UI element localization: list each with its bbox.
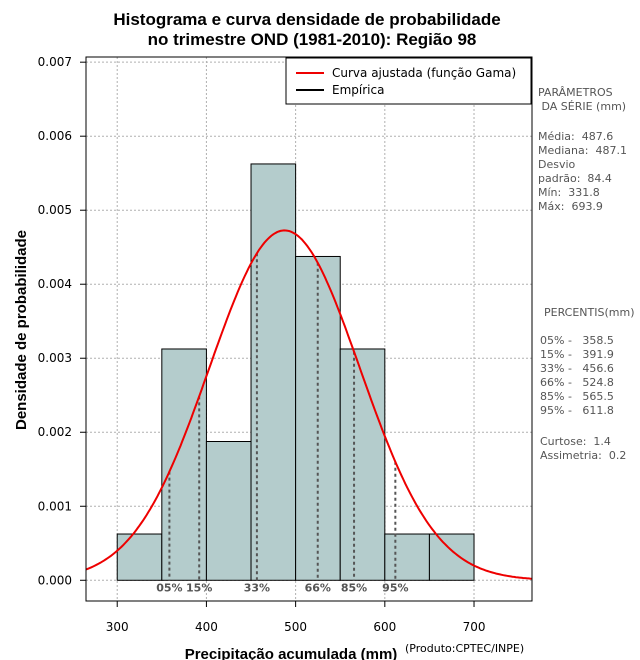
y-axis: 0.000 0.001 0.002 0.003 0.004 0.005 0.006 0.007 [38, 55, 86, 587]
legend-label-curve: Curva ajustada (função Gama) [332, 66, 516, 80]
histogram-bar [339, 348, 386, 581]
percentile-lines: 05% 15% 33% 66% 85% 95% [156, 253, 409, 594]
histogram-bar [205, 441, 252, 581]
percentiles-heading: PERCENTIS(mm) [544, 306, 635, 319]
x-tick-label: 500 [284, 620, 307, 634]
percentile-label: 33% [244, 581, 270, 594]
y-axis-title: Densidade de probabilidade [13, 230, 30, 430]
y-tick-label: 0.003 [38, 351, 72, 365]
histogram-bar [384, 533, 430, 581]
y-tick-label: 0.002 [38, 425, 72, 439]
x-axis-title: Precipitação acumulada (mm) [185, 646, 398, 660]
y-tick-label: 0.004 [38, 277, 72, 291]
percentile-label: 05% [156, 581, 182, 594]
credit-text: (Produto:CPTEC/INPE) [405, 642, 524, 655]
percentile-label: 66% [305, 581, 331, 594]
x-tick-label: 600 [373, 620, 396, 634]
histogram-bar [295, 255, 341, 581]
y-tick-label: 0.005 [38, 203, 72, 217]
density-curve [85, 229, 533, 580]
params-heading: PARÂMETROS DA SÉRIE (mm) [538, 86, 627, 113]
y-tick-label: 0.007 [38, 55, 72, 69]
legend: Curva ajustada (função Gama) Empírica [285, 57, 532, 105]
percentile-label: 95% [382, 581, 408, 594]
y-tick-label: 0.006 [38, 129, 72, 143]
plot-frame [85, 56, 533, 602]
series-stats: Média: 487.6 Mediana: 487.1 Desvio padrã… [538, 130, 627, 213]
x-tick-label: 300 [106, 620, 129, 634]
legend-label-empirical: Empírica [332, 83, 384, 97]
chart-title-line1: Histograma e curva densidade de probabil… [113, 10, 500, 29]
shape-stats: Curtose: 1.4 Assimetria: 0.2 [540, 435, 627, 462]
x-tick-label: 400 [195, 620, 218, 634]
x-axis: 300 400 500 600 700 [106, 601, 486, 634]
histogram-bars [116, 163, 475, 581]
y-tick-label: 0.000 [38, 573, 72, 587]
percentile-label: 85% [341, 581, 367, 594]
histogram-bar [116, 533, 163, 581]
legend-box [285, 57, 532, 105]
y-tick-label: 0.001 [38, 499, 72, 513]
x-tick-label: 700 [463, 620, 486, 634]
percentile-label: 15% [186, 581, 212, 594]
percentiles-list: 05% - 358.5 15% - 391.9 33% - 456.6 66% … [540, 334, 614, 417]
chart-title-line2: no trimestre OND (1981-2010): Região 98 [148, 30, 477, 49]
histogram-bar [428, 533, 475, 581]
